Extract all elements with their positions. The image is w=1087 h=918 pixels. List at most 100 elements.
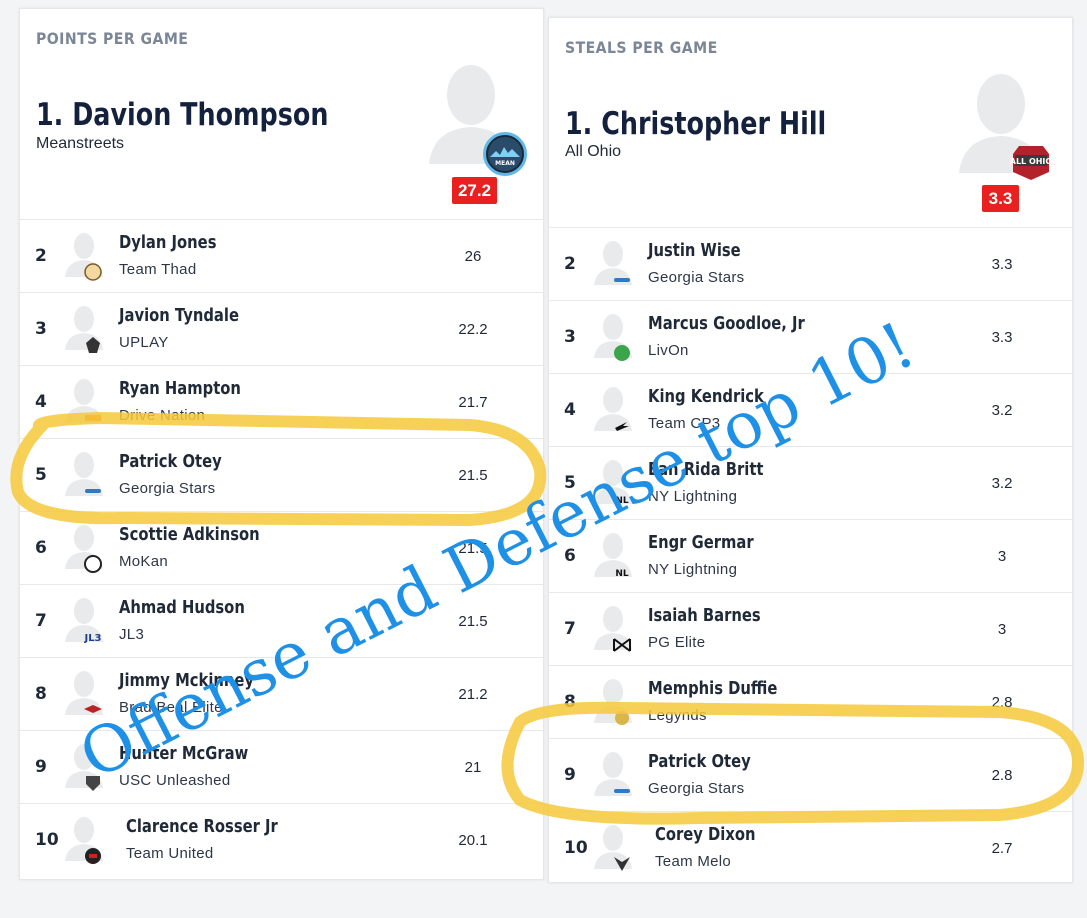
svg-text:JL3: JL3: [83, 633, 101, 644]
rank-number: 4: [35, 392, 47, 412]
player-name[interactable]: Jimmy Mckinney: [119, 670, 255, 691]
leaderboard-row[interactable]: 6 NL Engr Germar NY Lightning 3: [549, 519, 1072, 592]
stat-value: 2.8: [991, 694, 1013, 711]
team-name[interactable]: Georgia Stars: [648, 780, 745, 797]
team-name[interactable]: USC Unleashed: [119, 772, 231, 789]
leaderboard-row[interactable]: 5 NL Ean Rida Britt NY Lightning 3.2: [549, 446, 1072, 519]
leader-name[interactable]: 1. Christopher Hill: [565, 106, 827, 142]
player-name[interactable]: Corey Dixon: [655, 824, 756, 845]
leaderboard-row[interactable]: 3 Marcus Goodloe, Jr LivOn 3.3: [549, 300, 1072, 373]
leaderboard-list: 2 Dylan Jones Team Thad 26 3 Javion Tyndale UP…: [20, 219, 543, 876]
stat-value: 3.2: [991, 402, 1013, 419]
stat-value: 3: [997, 621, 1007, 638]
team-name[interactable]: Team United: [126, 845, 214, 862]
player-name[interactable]: Engr Germar: [648, 532, 754, 553]
player-name[interactable]: Ahmad Hudson: [119, 597, 245, 618]
player-name[interactable]: Scottie Adkinson: [119, 524, 260, 545]
team-name[interactable]: LivOn: [648, 342, 689, 359]
player-name[interactable]: Clarence Rosser Jr: [126, 816, 278, 837]
team-name[interactable]: Team CP3: [648, 415, 721, 432]
stat-value: 3.3: [991, 329, 1013, 346]
team-name[interactable]: Legynds: [648, 707, 707, 724]
player-name[interactable]: Isaiah Barnes: [648, 605, 761, 626]
stat-value: 26: [464, 248, 482, 265]
rank-number: 2: [35, 246, 47, 266]
leaderboard-row[interactable]: 7 JL3 Ahmad Hudson JL3 21.5: [20, 584, 543, 657]
leaderboard-row[interactable]: 4 King Kendrick Team CP3 3.2: [549, 373, 1072, 446]
player-name[interactable]: Patrick Otey: [119, 451, 222, 472]
leaderboard-row[interactable]: 2 Dylan Jones Team Thad 26: [20, 219, 543, 292]
stat-value: 22.2: [458, 321, 488, 338]
team-name[interactable]: PG Elite: [648, 634, 706, 651]
team-melo-logo-icon: [611, 853, 633, 875]
usc-unleashed-logo-icon: [82, 772, 104, 794]
player-name[interactable]: Memphis Duffie: [648, 678, 778, 699]
leaderboard-row[interactable]: 7 Isaiah Barnes PG Elite 3: [549, 592, 1072, 665]
mokan-logo-icon: [82, 553, 104, 575]
leaderboard-row[interactable]: 8 Jimmy Mckinney Brad Beal Elite 21.2: [20, 657, 543, 730]
drive-nation-logo-icon: [82, 407, 104, 429]
team-name[interactable]: Georgia Stars: [648, 269, 745, 286]
leader-stat-badge: 3.3: [982, 185, 1019, 212]
meanstreets-logo-icon: MEAN: [483, 132, 527, 176]
leaderboard-row[interactable]: 4 Ryan Hampton Drive Nation 21.7: [20, 365, 543, 438]
ny-lightning-logo-icon: NL: [611, 561, 633, 583]
player-name[interactable]: Patrick Otey: [648, 751, 751, 772]
svg-text:ALL OHIO: ALL OHIO: [1010, 157, 1053, 166]
stat-value: 3.2: [991, 475, 1013, 492]
georgia-stars-logo-icon: [611, 269, 633, 291]
player-name[interactable]: Hunter McGraw: [119, 743, 249, 764]
player-name[interactable]: Ean Rida Britt: [648, 459, 764, 480]
player-name[interactable]: Ryan Hampton: [119, 378, 241, 399]
team-name[interactable]: NY Lightning: [648, 561, 738, 578]
player-name[interactable]: King Kendrick: [648, 386, 764, 407]
team-name[interactable]: Team Thad: [119, 261, 197, 278]
rank-number: 4: [564, 400, 576, 420]
leaderboard-row[interactable]: 6 Scottie Adkinson MoKan 21.5: [20, 511, 543, 584]
leaderboard-row[interactable]: 10 Corey Dixon Team Melo 2.7: [549, 811, 1072, 884]
team-name[interactable]: JL3: [119, 626, 145, 643]
leaderboard-row[interactable]: 8 Memphis Duffie Legynds 2.8: [549, 665, 1072, 738]
steals-per-game-card: STEALS PER GAME 1. Christopher Hill All …: [548, 17, 1073, 883]
stat-value: 21: [464, 759, 482, 776]
brad-beal-elite-logo-icon: [82, 699, 104, 721]
card-title: STEALS PER GAME: [565, 38, 718, 57]
player-name[interactable]: Marcus Goodloe, Jr: [648, 313, 805, 334]
rank-number: 10: [35, 830, 59, 850]
team-name[interactable]: UPLAY: [119, 334, 169, 351]
player-name[interactable]: Javion Tyndale: [119, 305, 239, 326]
leaderboard-row[interactable]: 9 Patrick Otey Georgia Stars 2.8: [549, 738, 1072, 811]
rank-number: 3: [564, 327, 576, 347]
team-name[interactable]: NY Lightning: [648, 488, 738, 505]
stat-value: 2.8: [991, 767, 1013, 784]
leaderboard-row[interactable]: 2 Justin Wise Georgia Stars 3.3: [549, 227, 1072, 300]
stat-value: 21.5: [458, 540, 488, 557]
stat-value: 3: [997, 548, 1007, 565]
leader-name[interactable]: 1. Davion Thompson: [36, 97, 329, 133]
leaderboard-row[interactable]: 3 Javion Tyndale UPLAY 22.2: [20, 292, 543, 365]
team-name[interactable]: Team Melo: [655, 853, 732, 870]
player-name[interactable]: Justin Wise: [648, 240, 741, 261]
team-name[interactable]: Drive Nation: [119, 407, 206, 424]
leaderboard-row[interactable]: 10 Clarence Rosser Jr Team United 20.1: [20, 803, 543, 876]
player-name[interactable]: Dylan Jones: [119, 232, 217, 253]
rank-number: 9: [35, 757, 47, 777]
legynds-logo-icon: [611, 707, 633, 729]
rank-number: 2: [564, 254, 576, 274]
stat-value: 21.7: [458, 394, 488, 411]
team-cp3-logo-icon: [611, 415, 633, 437]
leader-team[interactable]: Meanstreets: [36, 135, 125, 152]
pg-elite-logo-icon: [611, 634, 633, 656]
leaderboard-row[interactable]: 5 Patrick Otey Georgia Stars 21.5: [20, 438, 543, 511]
team-name[interactable]: Georgia Stars: [119, 480, 216, 497]
team-united-logo-icon: [82, 845, 104, 867]
all-ohio-logo-icon: ALL OHIO: [1009, 140, 1053, 184]
leader-team[interactable]: All Ohio: [565, 143, 622, 160]
leaderboard-row[interactable]: 9 Hunter McGraw USC Unleashed 21: [20, 730, 543, 803]
team-name[interactable]: Brad Beal Elite: [119, 699, 223, 716]
team-name[interactable]: MoKan: [119, 553, 169, 570]
team-thad-logo-icon: [82, 261, 104, 283]
rank-number: 5: [564, 473, 576, 493]
leaderboard-list: 2 Justin Wise Georgia Stars 3.3 3 Marcus Good…: [549, 227, 1072, 884]
georgia-stars-logo-icon: [82, 480, 104, 502]
